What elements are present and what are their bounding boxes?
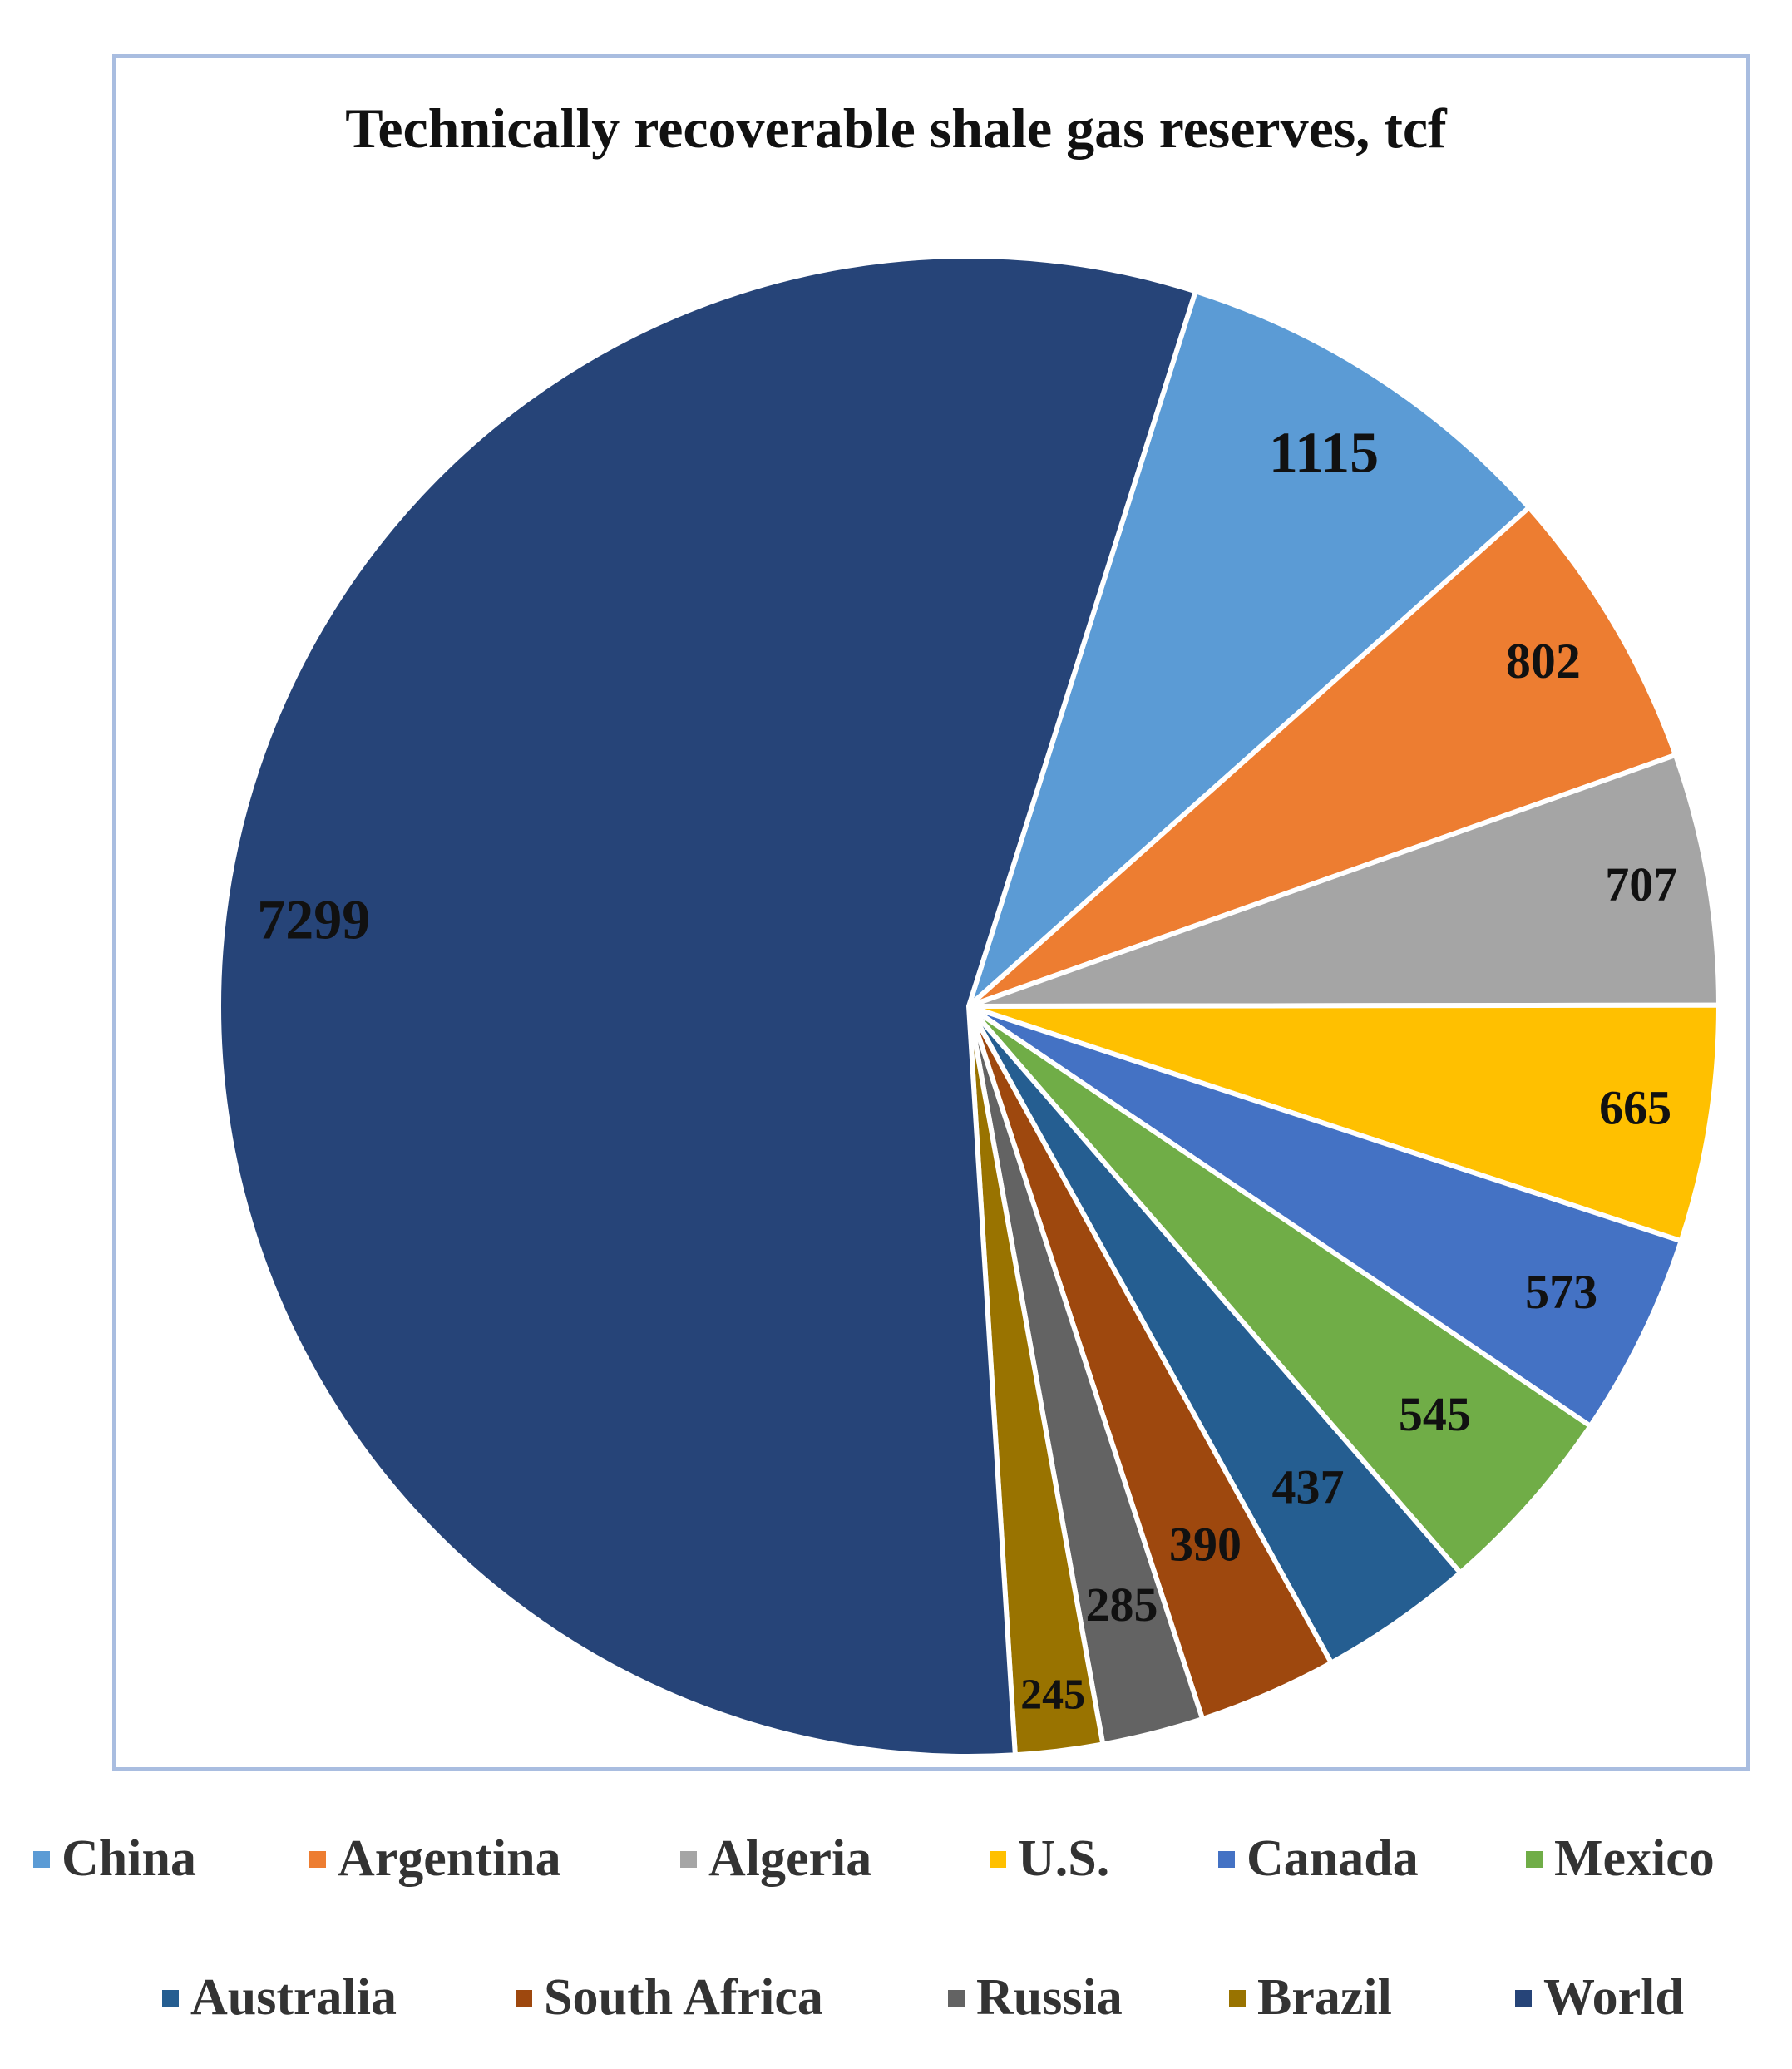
data-label-brazil: 245 <box>1020 1671 1085 1719</box>
legend-swatch-canada <box>1218 1850 1235 1868</box>
slice-canada <box>967 1004 1685 1430</box>
data-label-china: 1115 <box>1269 422 1379 486</box>
legend-label: World <box>1543 1969 1684 2026</box>
data-label-world: 7299 <box>257 888 370 951</box>
slice-algeria <box>967 752 1722 1009</box>
data-label-australia: 437 <box>1271 1460 1344 1514</box>
legend-swatch-argentina <box>309 1850 326 1868</box>
legend-item-algeria: Algeria <box>680 1830 871 1889</box>
legend-label: Russia <box>976 1969 1123 2026</box>
legend-swatch-u-s <box>990 1850 1006 1868</box>
data-label-russia: 285 <box>1086 1578 1158 1632</box>
slice-argentina <box>967 504 1679 1009</box>
legend-swatch-brazil <box>1229 1989 1246 2007</box>
legend-item-mexico: Mexico <box>1526 1830 1715 1889</box>
legend-label: China <box>62 1830 196 1887</box>
legend-item-canada: Canada <box>1218 1830 1419 1889</box>
legend-swatch-algeria <box>680 1850 697 1868</box>
data-label-south-africa: 390 <box>1169 1518 1242 1572</box>
slice-world <box>216 254 1199 1759</box>
legend-item-china: China <box>33 1830 196 1889</box>
data-label-argentina: 802 <box>1506 634 1581 689</box>
legend-item-world: World <box>1515 1968 1684 2027</box>
legend-label: Mexico <box>1554 1830 1715 1887</box>
legend-item-russia: Russia <box>948 1968 1123 2027</box>
legend-swatch-south-africa <box>516 1989 532 2007</box>
data-label-mexico: 545 <box>1399 1387 1471 1441</box>
legend-label: Brazil <box>1257 1969 1392 2026</box>
legend-item-brazil: Brazil <box>1229 1968 1392 2027</box>
legend-label: Australia <box>190 1969 397 2026</box>
data-label-algeria: 707 <box>1605 857 1677 911</box>
legend-item-argentina: Argentina <box>309 1830 561 1889</box>
legend-label: South Africa <box>544 1969 823 2026</box>
legend-swatch-world <box>1515 1989 1532 2007</box>
legend-swatch-china <box>33 1850 50 1868</box>
legend-label: U.S. <box>1018 1830 1110 1887</box>
legend-swatch-russia <box>948 1989 965 2007</box>
data-label-canada: 573 <box>1525 1265 1597 1319</box>
chart-title: Technically recoverable shale gas reserv… <box>345 96 1447 160</box>
legend-swatch-australia <box>162 1989 179 2007</box>
legend-item-u-s: U.S. <box>990 1830 1109 1889</box>
pie-slices <box>216 254 1722 1759</box>
legend-item-south-africa: South Africa <box>516 1968 823 2027</box>
legend-swatch-mexico <box>1526 1850 1543 1868</box>
slice-mexico <box>966 1004 1594 1577</box>
slice-u-s <box>968 1002 1722 1245</box>
data-label-u-s: 665 <box>1599 1080 1671 1134</box>
legend-label: Canada <box>1247 1830 1419 1887</box>
legend-row-2: Australia South Africa Russia Brazil World <box>0 1968 1792 2052</box>
legend-row-1: China Argentina Algeria U.S. Canada Mexico <box>0 1830 1792 1913</box>
legend-item-australia: Australia <box>162 1968 397 2027</box>
legend-label: Algeria <box>708 1830 872 1887</box>
legend-label: Argentina <box>338 1830 561 1887</box>
slice-china <box>963 288 1533 1015</box>
